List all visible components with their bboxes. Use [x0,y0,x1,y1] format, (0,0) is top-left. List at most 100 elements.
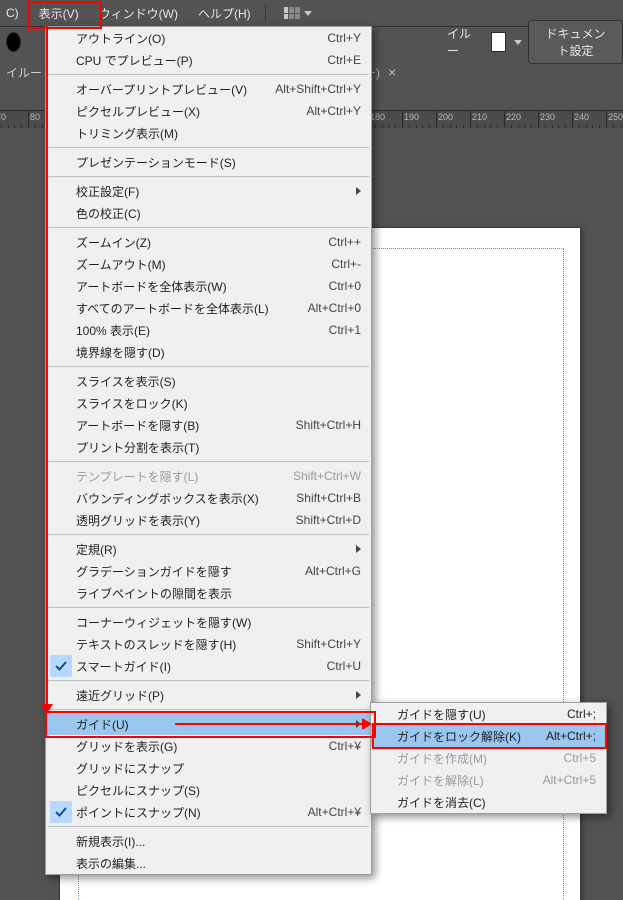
menu-item-accelerator: Alt+Ctrl+G [271,564,361,578]
menu-item-label: ズームイン(Z) [76,234,271,251]
menu-item[interactable]: ピクセルプレビュー(X)Alt+Ctrl+Y [46,100,371,122]
menu-item-label: 透明グリッドを表示(Y) [76,512,271,529]
menu-item-label: アートボードを隠す(B) [76,417,271,434]
menu-item-label: ピクセルプレビュー(X) [76,103,271,120]
document-setup-button[interactable]: ドキュメント設定 [528,20,623,64]
menu-item-label: 表示の編集... [76,855,271,872]
menu-item[interactable]: バウンディングボックスを表示(X)Shift+Ctrl+B [46,487,371,509]
menu-item[interactable]: 100% 表示(E)Ctrl+1 [46,319,371,341]
stroke-swatch[interactable] [491,32,506,52]
menu-item-accelerator: Alt+Ctrl+0 [271,301,361,315]
menu-item[interactable]: スライスをロック(K) [46,392,371,414]
menu-item-help[interactable]: ヘルプ(H) [188,1,261,26]
menu-item[interactable]: 校正設定(F) [46,180,371,202]
menu-item-label: ズームアウト(M) [76,256,271,273]
submenu-item[interactable]: ガイドを消去(C) [371,791,606,813]
menu-item[interactable]: ポイントにスナップ(N)Alt+Ctrl+¥ [46,801,371,823]
menu-item-label: ガイド(U) [76,716,260,733]
guides-submenu: ガイドを隠す(U)Ctrl+;ガイドをロック解除(K)Alt+Ctrl+;ガイド… [370,702,607,814]
menu-item[interactable]: 色の校正(C) [46,202,371,224]
menu-item-label: グリッドを表示(G) [76,738,271,755]
menu-item[interactable]: スマートガイド(I)Ctrl+U [46,655,371,677]
menu-item[interactable]: グリッドを表示(G)Ctrl+¥ [46,735,371,757]
menu-item-label: テンプレートを隠す(L) [76,468,271,485]
menu-item-accelerator: Alt+Ctrl+¥ [271,805,361,819]
menu-item[interactable]: 新規表示(I)... [46,830,371,852]
menu-item-label: ライブペイントの隙間を表示 [76,585,271,602]
menu-item-label: グリッドにスナップ [76,760,271,777]
menu-item-window[interactable]: ウィンドウ(W) [89,1,188,26]
menu-item-label: プレゼンテーションモード(S) [76,154,271,171]
menu-item-label: グラデーションガイドを隠す [76,563,271,580]
menu-item[interactable]: プレゼンテーションモード(S) [46,151,371,173]
menu-item[interactable]: 透明グリッドを表示(Y)Shift+Ctrl+D [46,509,371,531]
menu-item-label: CPU でプレビュー(P) [76,52,271,69]
menu-item-label: プリント分割を表示(T) [76,439,271,456]
menu-item-accelerator: Shift+Ctrl+W [271,469,361,483]
menu-item-label: 遠近グリッド(P) [76,687,260,704]
menu-item[interactable]: アートボードを隠す(B)Shift+Ctrl+H [46,414,371,436]
menu-item-label: トリミング表示(M) [76,125,271,142]
menu-item-accelerator: Shift+Ctrl+D [271,513,361,527]
menu-item[interactable]: アートボードを全体表示(W)Ctrl+0 [46,275,371,297]
menu-item-accelerator: Ctrl+- [271,257,361,271]
menu-item[interactable]: プリント分割を表示(T) [46,436,371,458]
submenu-item-accelerator: Alt+Ctrl+5 [526,773,596,787]
menu-item-label: スライスをロック(K) [76,395,271,412]
menu-item-accelerator: Shift+Ctrl+H [271,418,361,432]
workspace-switcher[interactable] [278,5,318,21]
menu-item[interactable]: テキストのスレッドを隠す(H)Shift+Ctrl+Y [46,633,371,655]
submenu-item-label: ガイドをロック解除(K) [397,728,526,745]
menu-item: テンプレートを隠す(L)Shift+Ctrl+W [46,465,371,487]
submenu-item-accelerator: Alt+Ctrl+; [526,729,596,743]
menu-item-view[interactable]: 表示(V) [29,1,89,26]
submenu-item[interactable]: ガイドを隠す(U)Ctrl+; [371,703,606,725]
menu-item-label: すべてのアートボードを全体表示(L) [76,300,271,317]
menu-item[interactable]: グラデーションガイドを隠すAlt+Ctrl+G [46,560,371,582]
menu-item-label: 定規(R) [76,541,260,558]
label-fragment-left: イルー [6,64,42,81]
menu-item-accelerator: Ctrl+¥ [271,739,361,753]
menu-item[interactable]: ズームアウト(M)Ctrl+- [46,253,371,275]
view-menu-dropdown: アウトライン(O)Ctrl+YCPU でプレビュー(P)Ctrl+Eオーバープリ… [45,26,372,875]
menu-item[interactable]: 境界線を隠す(D) [46,341,371,363]
menu-item[interactable]: すべてのアートボードを全体表示(L)Alt+Ctrl+0 [46,297,371,319]
chevron-right-icon [356,187,361,195]
chevron-down-icon [514,40,522,45]
submenu-item-label: ガイドを作成(M) [397,750,526,767]
menu-item-label: アウトライン(O) [76,30,271,47]
submenu-item-label: ガイドを隠す(U) [397,706,526,723]
chevron-down-icon [304,11,312,16]
menu-item-partial[interactable]: C) [0,2,29,24]
submenu-item[interactable]: ガイドをロック解除(K)Alt+Ctrl+; [371,725,606,747]
menu-item[interactable]: ピクセルにスナップ(S) [46,779,371,801]
menu-item[interactable]: 定規(R) [46,538,371,560]
menu-item-accelerator: Ctrl+1 [271,323,361,337]
menu-item-label: 校正設定(F) [76,183,260,200]
menu-item[interactable]: ガイド(U) [46,713,371,735]
menu-item[interactable]: アウトライン(O)Ctrl+Y [46,27,371,49]
menu-item[interactable]: 表示の編集... [46,852,371,874]
menu-item[interactable]: ライブペイントの隙間を表示 [46,582,371,604]
menu-item-label: バウンディングボックスを表示(X) [76,490,271,507]
menu-item[interactable]: ズームイン(Z)Ctrl++ [46,231,371,253]
submenu-item-accelerator: Ctrl+5 [526,751,596,765]
menu-item-label: 100% 表示(E) [76,322,271,339]
menu-item-label: 境界線を隠す(D) [76,344,271,361]
fill-swatch[interactable] [6,32,21,52]
submenu-item-label: ガイドを解除(L) [397,772,526,789]
menu-item[interactable]: グリッドにスナップ [46,757,371,779]
menu-item-label: コーナーウィジェットを隠す(W) [76,614,271,631]
menu-item[interactable]: オーバープリントプレビュー(V)Alt+Shift+Ctrl+Y [46,78,371,100]
menu-item-label: スライスを表示(S) [76,373,271,390]
menu-item-label: オーバープリントプレビュー(V) [76,81,271,98]
menu-item[interactable]: 遠近グリッド(P) [46,684,371,706]
menu-item[interactable]: スライスを表示(S) [46,370,371,392]
menu-item[interactable]: トリミング表示(M) [46,122,371,144]
menu-item[interactable]: コーナーウィジェットを隠す(W) [46,611,371,633]
panel-grid-icon [284,7,300,19]
menu-item-accelerator: Alt+Shift+Ctrl+Y [271,82,361,96]
menu-item[interactable]: CPU でプレビュー(P)Ctrl+E [46,49,371,71]
close-icon[interactable]: × [388,64,396,80]
menu-item-accelerator: Ctrl+E [271,53,361,67]
